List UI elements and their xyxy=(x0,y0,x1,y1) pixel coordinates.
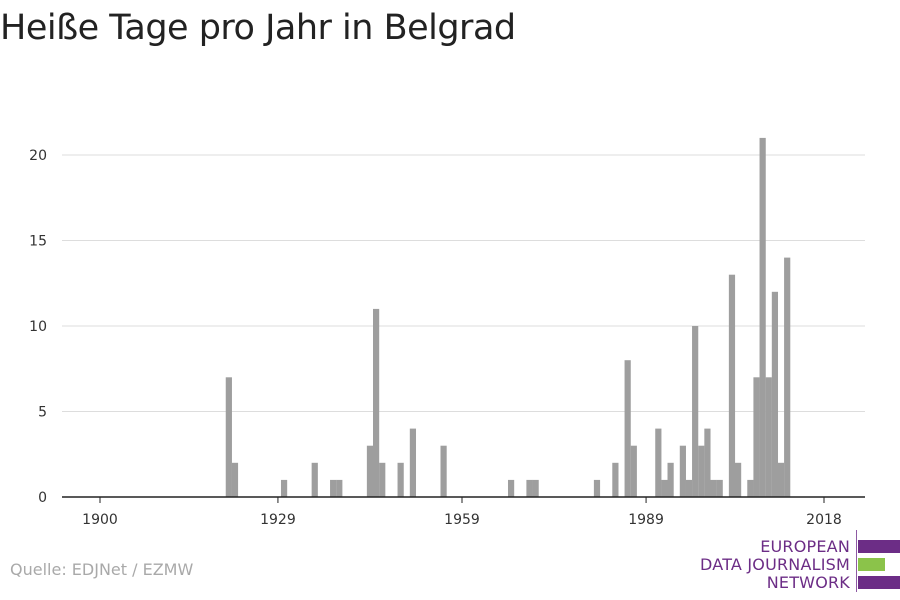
logo-line-3: NETWORK xyxy=(766,573,850,592)
bar-1993 xyxy=(667,462,674,497)
bar-1999 xyxy=(704,428,711,497)
bar-2008 xyxy=(759,137,766,497)
logo-bar-2 xyxy=(858,558,885,571)
x-tick-labels: 1900 1929 1959 1989 2018 xyxy=(82,512,842,528)
bar-1935 xyxy=(311,462,318,497)
bar-1996 xyxy=(685,479,693,497)
y-tick-label-5: 5 xyxy=(38,405,47,421)
bar-1986 xyxy=(624,360,631,497)
bar-1970 xyxy=(526,479,533,497)
bar-1981 xyxy=(593,479,601,497)
x-tick-label-1929: 1929 xyxy=(260,512,296,528)
bar-1991 xyxy=(655,428,662,497)
y-tick-label-15: 15 xyxy=(29,234,47,250)
y-tick-label-10: 10 xyxy=(29,319,47,335)
bar-1971 xyxy=(532,479,539,497)
bar-1995 xyxy=(679,445,686,497)
chart-title: Heiße Tage pro Jahr in Belgrad xyxy=(0,8,516,48)
bar-1922 xyxy=(231,462,239,497)
bar-1998 xyxy=(698,445,705,497)
x-tick-label-1900: 1900 xyxy=(82,512,118,528)
bar-1997 xyxy=(692,326,699,497)
bar-1944 xyxy=(366,445,374,497)
bar-2006 xyxy=(747,479,754,497)
bar-1951 xyxy=(409,428,417,497)
x-tick-label-2018: 2018 xyxy=(806,512,842,528)
bar-1956 xyxy=(440,445,447,497)
bar-1967 xyxy=(507,479,515,497)
bars xyxy=(225,137,791,497)
bar-1946 xyxy=(379,462,386,497)
bar-2009 xyxy=(765,377,772,497)
y-tick-label-0: 0 xyxy=(38,490,47,506)
bar-1992 xyxy=(661,479,668,497)
edjnet-logo[interactable]: EUROPEAN DATA JOURNALISM NETWORK xyxy=(700,528,900,594)
bar-2003 xyxy=(728,274,736,497)
source-note: Quelle: EDJNet / EZMW xyxy=(10,560,194,579)
bar-2004 xyxy=(735,462,742,497)
x-axis xyxy=(62,496,865,503)
bar-2010 xyxy=(771,291,779,497)
bar-1921 xyxy=(225,377,232,497)
logo-divider xyxy=(856,530,857,592)
bar-2012 xyxy=(784,257,791,497)
bar-1984 xyxy=(612,462,619,497)
bar-1945 xyxy=(373,308,380,497)
x-tick-label-1959: 1959 xyxy=(444,512,480,528)
bar-2011 xyxy=(777,462,785,497)
bar-2001 xyxy=(716,479,723,497)
logo-line-2: DATA JOURNALISM xyxy=(700,555,850,574)
logo-bar-3 xyxy=(858,576,900,589)
bar-2007 xyxy=(753,377,760,497)
bar-1939 xyxy=(336,479,343,497)
bar-1949 xyxy=(397,462,404,497)
x-tick-label-1989: 1989 xyxy=(628,512,664,528)
bar-1930 xyxy=(280,479,288,497)
bar-2000 xyxy=(710,479,717,497)
logo-line-1: EUROPEAN xyxy=(760,537,850,556)
bar-1987 xyxy=(630,445,637,497)
y-tick-label-20: 20 xyxy=(29,148,47,164)
grid-lines xyxy=(62,154,865,412)
logo-bar-1 xyxy=(858,540,900,553)
y-tick-labels: 0 5 10 15 20 xyxy=(29,148,47,506)
bar-1938 xyxy=(330,479,337,497)
